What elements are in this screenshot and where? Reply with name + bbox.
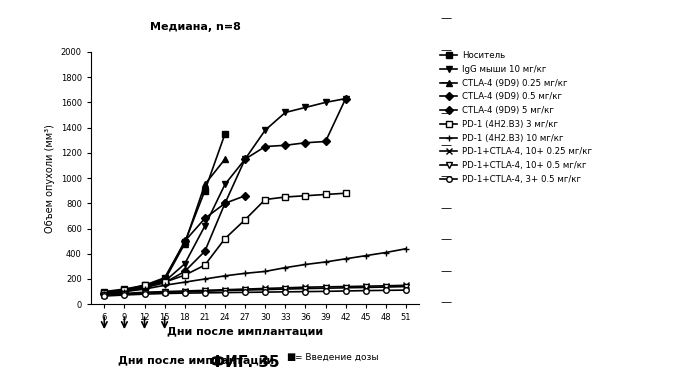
Text: —: —: [440, 45, 452, 55]
Text: —: —: [440, 108, 452, 118]
Text: —: —: [440, 234, 452, 244]
Text: —: —: [440, 298, 452, 307]
Text: ■: ■: [287, 352, 296, 362]
Text: —: —: [440, 171, 452, 181]
Text: = Введение дозы: = Введение дозы: [294, 353, 378, 362]
Text: —: —: [440, 266, 452, 276]
Text: ФИГ. 35: ФИГ. 35: [210, 355, 280, 370]
Text: —: —: [440, 203, 452, 213]
Text: Дни после имплантации: Дни после имплантации: [166, 326, 323, 336]
Text: —: —: [440, 14, 452, 23]
Y-axis label: Объем опухоли (мм³): Объем опухоли (мм³): [45, 124, 55, 233]
Text: —: —: [440, 140, 452, 150]
Legend: Носитель, IgG мыши 10 мг/кг, CTLA-4 (9D9) 0.25 мг/кг, CTLA-4 (9D9) 0.5 мг/кг, CT: Носитель, IgG мыши 10 мг/кг, CTLA-4 (9D9…: [440, 51, 591, 184]
Text: Дни после имплантации: Дни после имплантации: [117, 355, 274, 365]
Text: Медиана, n=8: Медиана, n=8: [150, 22, 241, 32]
Text: —: —: [440, 77, 452, 86]
